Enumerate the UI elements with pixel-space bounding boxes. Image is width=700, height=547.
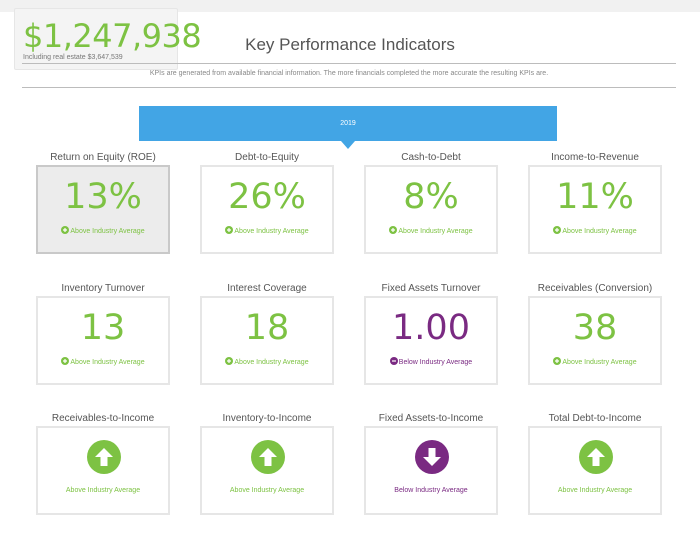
kpi-label: Income-to-Revenue [551, 152, 639, 163]
kpi-card[interactable]: 38 Above Industry Average [528, 296, 662, 385]
kpi-status-text: Below Industry Average [398, 359, 473, 366]
page-title: Key Performance Indicators [245, 35, 455, 54]
page-subtitle: KPIs are generated from available financ… [149, 70, 549, 77]
kpi-card[interactable]: 13% Above Industry Average [36, 165, 170, 254]
kpi-label: Return on Equity (ROE) [50, 152, 156, 163]
kpi-status-text: Above Industry Average [234, 228, 309, 235]
plus-circle-icon [61, 226, 70, 234]
valuation-card: $1,247,938 Including real estate $3,647,… [14, 8, 202, 70]
kpi-status-text: Above Industry Average [234, 359, 309, 366]
plus-circle-icon [553, 226, 562, 234]
kpi-card[interactable]: 11% Above Industry Average [528, 165, 662, 254]
kpi-value: 13% [64, 177, 142, 217]
kpi-status: Below Industry Average [366, 357, 496, 366]
kpi-status-text: Above Industry Average [562, 359, 637, 366]
kpi-label: Inventory Turnover [61, 283, 145, 294]
plus-circle-icon [389, 226, 398, 234]
kpi-value: 11% [556, 177, 634, 217]
kpi-status-text: Above Industry Average [562, 228, 637, 235]
kpi-status-text: Above Industry Average [70, 228, 145, 235]
kpi-status: Above Industry Average [530, 226, 660, 235]
plus-circle-icon [225, 357, 234, 365]
kpi-status: Above Industry Average [38, 226, 168, 235]
plus-circle-icon [225, 226, 234, 234]
kpi-card[interactable]: Above Industry Average [36, 426, 170, 515]
kpi-card[interactable]: Above Industry Average [528, 426, 662, 515]
arrow-up-circle-icon [87, 440, 121, 474]
kpi-value: 26% [228, 177, 306, 217]
kpi-value: 8% [403, 177, 459, 217]
kpi-status: Above Industry Average [202, 226, 332, 235]
kpi-label: Fixed Assets Turnover [381, 283, 481, 294]
kpi-label: Fixed Assets-to-Income [378, 413, 484, 424]
kpi-label: Receivables-to-Income [51, 413, 155, 424]
kpi-status-text: Above Industry Average [229, 487, 305, 494]
kpi-status-text: Above Industry Average [557, 487, 633, 494]
kpi-value: 13 [80, 308, 126, 348]
kpi-label: Interest Coverage [227, 283, 307, 294]
year-tab-pointer [341, 141, 355, 149]
kpi-card[interactable]: Above Industry Average [200, 426, 334, 515]
divider [22, 87, 676, 88]
kpi-label: Receivables (Conversion) [537, 283, 653, 294]
divider [22, 63, 676, 64]
kpi-card[interactable]: 18 Above Industry Average [200, 296, 334, 385]
arrow-down-circle-icon [415, 440, 449, 474]
kpi-status: Above Industry Average [202, 357, 332, 366]
kpi-card[interactable]: 1.00 Below Industry Average [364, 296, 498, 385]
arrow-up-circle-icon [579, 440, 613, 474]
kpi-value: 1.00 [392, 308, 470, 348]
valuation-subtext: Including real estate $3,647,539 [23, 54, 123, 61]
kpi-status: Above Industry Average [530, 357, 660, 366]
kpi-status: Above Industry Average [366, 226, 496, 235]
kpi-status-text: Below Industry Average [394, 487, 468, 494]
kpi-status-text: Above Industry Average [398, 228, 473, 235]
kpi-value: 38 [572, 308, 618, 348]
kpi-label: Debt-to-Equity [235, 152, 299, 163]
kpi-label: Total Debt-to-Income [548, 413, 642, 424]
kpi-status: Above Industry Average [38, 357, 168, 366]
year-tab[interactable]: 2019 [139, 106, 557, 141]
plus-circle-icon [553, 357, 562, 365]
kpi-label: Cash-to-Debt [401, 152, 461, 163]
minus-circle-icon [389, 357, 398, 365]
kpi-card[interactable]: Below Industry Average [364, 426, 498, 515]
plus-circle-icon [61, 357, 70, 365]
kpi-card[interactable]: 13 Above Industry Average [36, 296, 170, 385]
kpi-card[interactable]: 8% Above Industry Average [364, 165, 498, 254]
kpi-status-text: Above Industry Average [70, 359, 145, 366]
kpi-card[interactable]: 26% Above Industry Average [200, 165, 334, 254]
kpi-value: 18 [244, 308, 290, 348]
arrow-up-circle-icon [251, 440, 285, 474]
valuation-amount: $1,247,938 [23, 17, 202, 55]
kpi-label: Inventory-to-Income [222, 413, 312, 424]
kpi-status-text: Above Industry Average [65, 487, 141, 494]
